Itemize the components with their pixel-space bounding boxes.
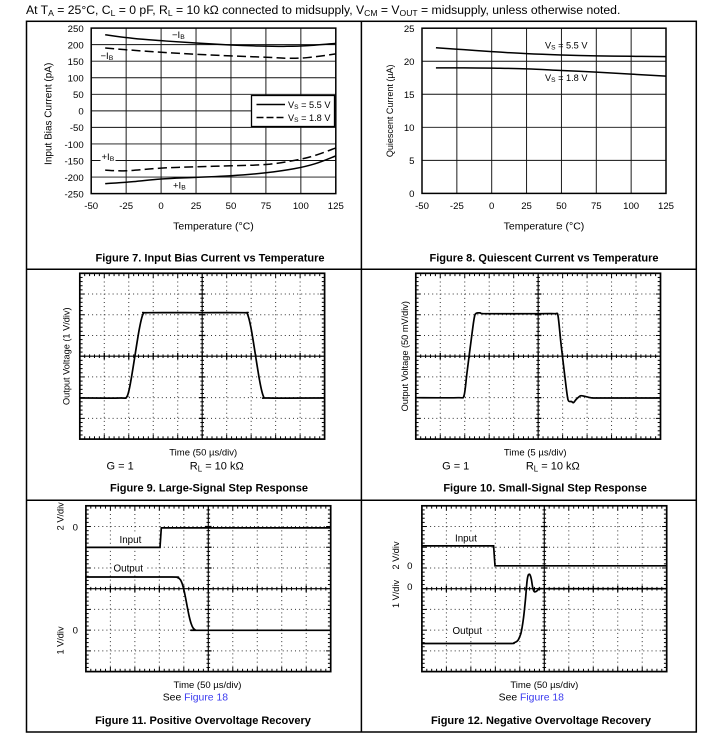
svg-text:0: 0 bbox=[407, 561, 412, 572]
svg-text:Temperature (°C): Temperature (°C) bbox=[173, 221, 254, 233]
svg-text:Figure 11. Positive Overvoltag: Figure 11. Positive Overvoltage Recovery bbox=[95, 715, 312, 727]
svg-text:0: 0 bbox=[73, 523, 78, 534]
svg-text:VS = 5.5 V: VS = 5.5 V bbox=[545, 41, 588, 52]
svg-text:-50: -50 bbox=[415, 201, 429, 212]
svg-text:0: 0 bbox=[158, 201, 163, 212]
svg-text:Figure 10. Small-Signal Step R: Figure 10. Small-Signal Step Response bbox=[443, 482, 647, 494]
svg-text:Time (50 µs/div): Time (50 µs/div) bbox=[169, 448, 237, 459]
svg-text:Output Voltage (50 mV/div): Output Voltage (50 mV/div) bbox=[400, 301, 410, 411]
svg-text:VS = 1.8 V: VS = 1.8 V bbox=[288, 113, 331, 124]
svg-text:50: 50 bbox=[73, 90, 84, 101]
svg-text:100: 100 bbox=[293, 201, 309, 212]
svg-text:1 V/div: 1 V/div bbox=[56, 626, 66, 654]
svg-text:Figure 7. Input Bias Current v: Figure 7. Input Bias Current vs Temperat… bbox=[95, 253, 324, 265]
svg-text:+IB: +IB bbox=[173, 181, 186, 192]
svg-text:Quiescent Current (µA): Quiescent Current (µA) bbox=[385, 64, 395, 157]
svg-text:-150: -150 bbox=[64, 156, 83, 167]
svg-text:125: 125 bbox=[328, 201, 344, 212]
svg-text:-200: -200 bbox=[64, 173, 83, 184]
svg-text:150: 150 bbox=[68, 57, 84, 68]
svg-text:Temperature (°C): Temperature (°C) bbox=[504, 221, 585, 233]
svg-text:0: 0 bbox=[78, 107, 83, 118]
svg-text:Input: Input bbox=[120, 535, 142, 546]
svg-text:G = 1: G = 1 bbox=[442, 460, 469, 472]
svg-text:VS = 5.5 V: VS = 5.5 V bbox=[288, 100, 331, 111]
svg-text:RL = 10 kΩ: RL = 10 kΩ bbox=[190, 460, 244, 473]
svg-text:0: 0 bbox=[73, 626, 78, 637]
svg-text:-50: -50 bbox=[70, 123, 84, 134]
svg-text:100: 100 bbox=[68, 74, 84, 85]
svg-text:200: 200 bbox=[68, 40, 84, 51]
svg-text:10: 10 bbox=[404, 123, 415, 134]
svg-text:1 V/div: 1 V/div bbox=[391, 580, 401, 608]
svg-text:−IB: −IB bbox=[172, 30, 185, 41]
svg-text:-25: -25 bbox=[450, 201, 464, 212]
svg-text:−IB: −IB bbox=[101, 51, 114, 62]
svg-text:75: 75 bbox=[261, 201, 272, 212]
svg-text:100: 100 bbox=[623, 201, 639, 212]
svg-text:See Figure 18: See Figure 18 bbox=[499, 693, 564, 704]
svg-text:0: 0 bbox=[409, 189, 414, 200]
svg-text:Input Bias Current (pA): Input Bias Current (pA) bbox=[44, 63, 55, 165]
svg-text:50: 50 bbox=[556, 201, 567, 212]
svg-text:25: 25 bbox=[404, 24, 415, 35]
svg-text:Input: Input bbox=[455, 534, 477, 545]
svg-text:Output: Output bbox=[114, 564, 144, 575]
svg-text:20: 20 bbox=[404, 57, 415, 68]
svg-text:-250: -250 bbox=[64, 189, 83, 200]
svg-text:Time (5 µs/div): Time (5 µs/div) bbox=[504, 448, 567, 459]
svg-text:At TA = 25°C, CL = 0 pF, RL =: At TA = 25°C, CL = 0 pF, RL = 10 kΩ conn… bbox=[26, 3, 620, 18]
svg-text:-25: -25 bbox=[119, 201, 133, 212]
svg-text:See Figure 18: See Figure 18 bbox=[163, 693, 228, 704]
svg-text:2 V/div: 2 V/div bbox=[391, 541, 401, 569]
svg-text:Figure 12. Negative Overvoltag: Figure 12. Negative Overvoltage Recovery bbox=[431, 715, 652, 727]
svg-text:125: 125 bbox=[658, 201, 674, 212]
svg-text:250: 250 bbox=[68, 24, 84, 35]
svg-text:Output Voltage (1 V/div): Output Voltage (1 V/div) bbox=[62, 307, 72, 405]
svg-text:75: 75 bbox=[591, 201, 602, 212]
svg-text:0: 0 bbox=[489, 201, 494, 212]
svg-text:-100: -100 bbox=[64, 140, 83, 151]
svg-text:0: 0 bbox=[407, 582, 412, 593]
svg-text:RL = 10 kΩ: RL = 10 kΩ bbox=[526, 460, 580, 473]
svg-text:2 V/div: 2 V/div bbox=[56, 502, 66, 530]
svg-text:-50: -50 bbox=[84, 201, 98, 212]
svg-text:Time (50 µs/div): Time (50 µs/div) bbox=[510, 680, 578, 691]
svg-text:5: 5 bbox=[409, 156, 414, 167]
svg-text:25: 25 bbox=[521, 201, 532, 212]
svg-text:50: 50 bbox=[226, 201, 237, 212]
svg-text:Output: Output bbox=[453, 626, 483, 637]
svg-text:VS = 1.8 V: VS = 1.8 V bbox=[545, 73, 588, 84]
svg-text:Time (50 µs/div): Time (50 µs/div) bbox=[174, 680, 242, 691]
svg-text:G = 1: G = 1 bbox=[106, 460, 133, 472]
svg-text:15: 15 bbox=[404, 90, 415, 101]
svg-text:Figure 9. Large-Signal Step Re: Figure 9. Large-Signal Step Response bbox=[110, 482, 308, 494]
svg-text:+IB: +IB bbox=[102, 152, 115, 163]
svg-text:Figure 8. Quiescent Current vs: Figure 8. Quiescent Current vs Temperatu… bbox=[429, 253, 658, 265]
svg-text:25: 25 bbox=[191, 201, 202, 212]
